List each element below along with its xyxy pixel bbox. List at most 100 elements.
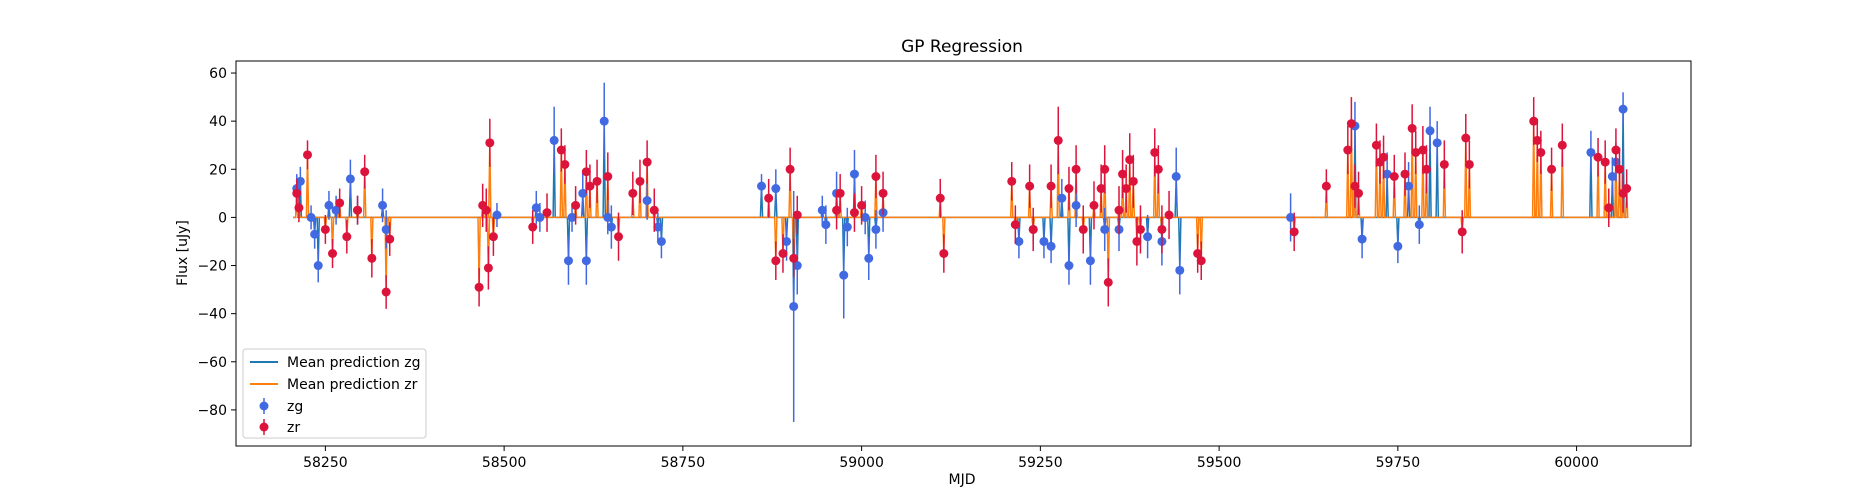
- zg-point: [1085, 256, 1095, 266]
- zg-point: [603, 212, 613, 222]
- zr-point: [292, 188, 302, 198]
- zr-point: [1321, 181, 1331, 191]
- zg-point: [1382, 169, 1392, 179]
- zg-point: [578, 188, 588, 198]
- y-tick-label: 20: [209, 162, 227, 178]
- zr-point: [342, 232, 352, 242]
- x-axis: 58250 58500 58750 59000 59250 59500 59750 60000: [303, 446, 1599, 471]
- zg-point: [1618, 104, 1628, 114]
- zr-point: [1064, 184, 1074, 194]
- zg-point: [324, 200, 334, 210]
- zg-point: [1171, 172, 1181, 181]
- zg-point: [1393, 241, 1403, 251]
- plot-area: [292, 82, 1632, 422]
- zr-point: [528, 222, 538, 232]
- zr-point: [1125, 155, 1135, 165]
- zr-point: [1464, 159, 1474, 169]
- zg-point: [581, 256, 591, 266]
- zg-point: [345, 174, 355, 184]
- y-tick-label: 0: [218, 210, 227, 226]
- zr-point: [1028, 224, 1038, 234]
- zg-point: [821, 220, 831, 230]
- zg-point: [1432, 138, 1442, 148]
- zg-point: [1357, 234, 1367, 244]
- zg-point: [599, 116, 609, 126]
- zg-point: [1175, 265, 1185, 275]
- zr-point: [1418, 145, 1428, 155]
- zr-point: [1025, 181, 1035, 191]
- zr-point: [483, 263, 493, 273]
- zg-point: [306, 212, 316, 222]
- zr-point: [785, 164, 795, 174]
- zg-point: [549, 135, 559, 145]
- zr-point: [1389, 172, 1399, 181]
- zr-point: [1379, 152, 1389, 162]
- zg-point: [313, 261, 323, 271]
- zr-point: [1557, 140, 1567, 150]
- zr-point: [878, 188, 888, 198]
- y-axis-label: Flux [uJy]: [175, 220, 191, 286]
- zr-point: [1114, 205, 1124, 215]
- zr-point: [1593, 152, 1603, 162]
- zr-point: [1439, 159, 1449, 169]
- x-tick-label: 59250: [1018, 455, 1063, 471]
- zr-point: [1457, 227, 1467, 237]
- zg-point: [771, 184, 781, 194]
- zr-point: [603, 172, 613, 181]
- zr-point: [939, 249, 949, 258]
- zr-point: [1371, 140, 1381, 150]
- zr-point: [1461, 133, 1471, 143]
- zr-point: [1400, 169, 1410, 179]
- zr-point: [585, 181, 595, 191]
- zg-point: [381, 224, 391, 234]
- legend-swatch-zr-marker: [259, 422, 269, 432]
- x-tick-label: 60000: [1554, 455, 1599, 471]
- zr-point: [1536, 147, 1546, 157]
- zr-point: [1164, 210, 1174, 220]
- zg-point: [642, 196, 652, 206]
- zr-point: [335, 198, 345, 208]
- zr-point: [1622, 184, 1632, 194]
- axes-frame: [235, 60, 1692, 447]
- zr-point: [935, 193, 945, 203]
- zr-point: [1100, 164, 1110, 174]
- x-axis-label: MJD: [949, 472, 976, 488]
- zg-point: [789, 301, 799, 311]
- zr-point: [1421, 164, 1431, 174]
- zg-point: [295, 176, 305, 186]
- zr-point: [1128, 176, 1138, 186]
- zr-point: [385, 234, 395, 244]
- zr-point: [542, 208, 552, 218]
- zg-point: [792, 261, 802, 271]
- zg-point: [492, 210, 502, 220]
- zr-point: [642, 157, 652, 167]
- zr-point: [328, 249, 338, 258]
- x-tick-label: 59000: [839, 455, 884, 471]
- zr-point: [1010, 220, 1020, 230]
- zr-point: [1135, 224, 1145, 234]
- zg-point: [531, 203, 541, 213]
- zg-point: [864, 253, 874, 263]
- zr-point: [1071, 164, 1081, 174]
- zr-point: [1150, 147, 1160, 157]
- zr-point: [1078, 224, 1088, 234]
- zr-point: [614, 232, 624, 242]
- y-tick-label: −80: [197, 403, 227, 419]
- zr-point: [360, 167, 370, 177]
- x-tick-label: 58500: [482, 455, 527, 471]
- zr-point: [1604, 203, 1614, 213]
- zr-point: [771, 256, 781, 266]
- zg-point: [839, 270, 849, 280]
- zr-point: [1121, 184, 1131, 194]
- zr-point: [581, 167, 591, 177]
- zr-point: [1157, 224, 1167, 234]
- zg-point: [757, 181, 767, 191]
- zg-point: [1100, 224, 1110, 234]
- zg-point: [842, 222, 852, 232]
- y-tick-label: 40: [209, 114, 227, 130]
- zr-point: [871, 172, 881, 181]
- zr-point: [778, 249, 788, 258]
- zg-point: [1414, 220, 1424, 230]
- zg-point: [817, 205, 827, 215]
- zr-point: [1132, 236, 1142, 246]
